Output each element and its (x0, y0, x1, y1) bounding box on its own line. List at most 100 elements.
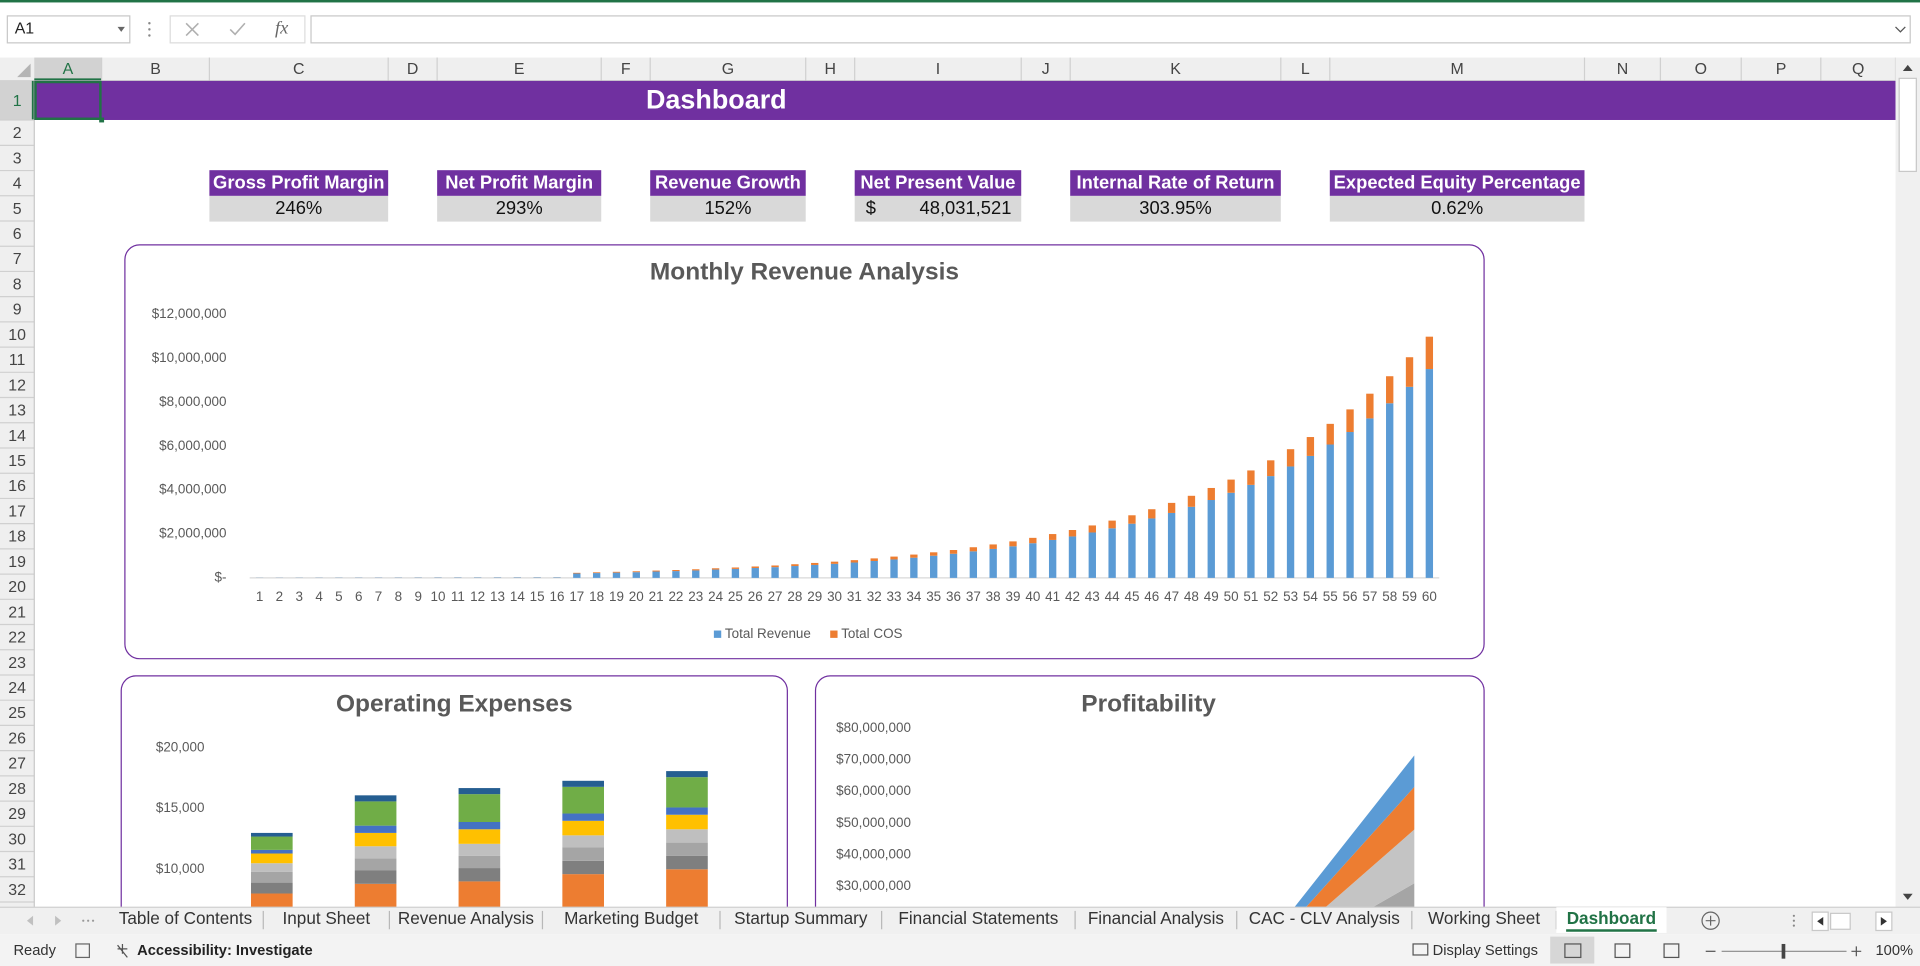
row-header[interactable]: 6 (13, 226, 22, 243)
status-bar (0, 934, 1920, 966)
row-header[interactable]: 8 (13, 276, 22, 293)
active-tab[interactable] (1556, 907, 1667, 933)
enter-button[interactable] (229, 22, 246, 36)
row-header[interactable]: 29 (8, 806, 26, 823)
tab-scroll-right[interactable] (55, 915, 62, 926)
row-header[interactable]: 27 (8, 756, 26, 773)
row-header[interactable]: 10 (8, 327, 26, 344)
row-header[interactable]: 32 (8, 882, 26, 899)
sheet-tab[interactable]: Table of Contents (119, 908, 252, 928)
row-header[interactable]: 26 (8, 730, 26, 747)
row-header[interactable]: 19 (8, 554, 26, 571)
column-header[interactable]: A (63, 61, 74, 78)
select-all-corner[interactable] (17, 63, 31, 78)
column-header[interactable]: Q (1852, 61, 1864, 78)
row-header[interactable]: 16 (8, 478, 26, 495)
row-header[interactable]: 31 (8, 857, 26, 874)
row-header[interactable]: 14 (8, 428, 26, 445)
column-header[interactable]: O (1695, 61, 1707, 78)
scroll-up[interactable] (1902, 64, 1913, 72)
column-header[interactable]: P (1776, 61, 1787, 78)
row-header[interactable]: 22 (8, 630, 26, 647)
x-tick-label: 49 (1204, 589, 1219, 604)
sheet-tab[interactable]: Revenue Analysis (398, 908, 534, 928)
column-header[interactable]: F (621, 61, 631, 78)
column-header[interactable]: J (1042, 61, 1050, 78)
kpi-header (1329, 170, 1585, 196)
column-header[interactable]: M (1451, 61, 1464, 78)
row-header[interactable]: 5 (13, 201, 22, 218)
column-header[interactable]: H (824, 61, 836, 78)
row-header[interactable]: 13 (8, 403, 26, 420)
formula-expand[interactable] (1895, 26, 1906, 33)
column-header[interactable]: K (1170, 61, 1181, 78)
sheet-tab[interactable]: Marketing Budget (564, 908, 698, 928)
bar-segment (930, 552, 938, 556)
column-header[interactable]: L (1301, 61, 1310, 78)
chart-frame[interactable] (124, 244, 1485, 660)
row-header[interactable]: 7 (13, 251, 22, 268)
sheet-tab[interactable]: Financial Statements (898, 908, 1058, 928)
bar-segment (666, 777, 708, 808)
column-header[interactable]: D (407, 61, 419, 78)
column-header[interactable]: G (722, 61, 734, 78)
row-header[interactable]: 25 (8, 705, 26, 722)
row-header[interactable]: 21 (8, 604, 26, 621)
row-header[interactable]: 9 (13, 302, 22, 319)
name-box[interactable] (6, 15, 131, 44)
column-header[interactable]: N (1617, 61, 1629, 78)
sheet-tab[interactable]: Dashboard (1567, 908, 1656, 928)
zoom-thumb[interactable] (1781, 943, 1786, 959)
row-header[interactable]: 20 (8, 579, 26, 596)
scroll-down[interactable] (1902, 893, 1913, 900)
name-box-dropdown[interactable] (117, 26, 125, 32)
selected-cell[interactable] (34, 80, 102, 120)
sheet-tab[interactable]: Financial Analysis (1088, 908, 1224, 928)
row-header[interactable]: 24 (8, 680, 26, 697)
bar-segment (1386, 403, 1394, 578)
row-header[interactable]: 18 (8, 529, 26, 546)
scroll-thumb[interactable] (1898, 77, 1917, 173)
hscroll-thumb[interactable] (1830, 912, 1851, 930)
row-header[interactable]: 30 (8, 831, 26, 848)
row-header[interactable]: 11 (9, 352, 26, 369)
kpi-label: Net Profit Margin (445, 171, 593, 192)
sheet-tab[interactable]: Input Sheet (283, 908, 371, 928)
insert-function-button[interactable]: fx (275, 18, 289, 38)
row-header[interactable]: 12 (8, 377, 26, 394)
sheet-tab[interactable]: Startup Summary (734, 908, 868, 928)
page-break-button[interactable] (1663, 943, 1680, 959)
row-header[interactable]: 23 (8, 655, 26, 672)
row-header[interactable]: 3 (13, 150, 22, 167)
row-header[interactable]: 15 (8, 453, 26, 470)
row-header[interactable]: 28 (8, 781, 26, 798)
column-header[interactable]: C (293, 61, 305, 78)
bar-segment (910, 557, 918, 578)
zoom-level[interactable]: 100% (1875, 943, 1913, 959)
column-header[interactable]: I (936, 61, 940, 78)
chart-frame[interactable] (814, 675, 1485, 966)
display-settings[interactable]: Display Settings (1433, 943, 1538, 959)
accessibility-status[interactable]: Accessibility: Investigate (137, 943, 313, 959)
row-header[interactable]: 4 (13, 176, 22, 193)
row-header[interactable]: 17 (8, 503, 26, 520)
bar-segment (1148, 509, 1156, 519)
tab-scroll-left[interactable] (26, 915, 34, 926)
normal-view-button[interactable] (1564, 943, 1582, 959)
page-layout-button[interactable] (1614, 943, 1631, 959)
cancel-button[interactable] (185, 22, 199, 37)
add-sheet-button[interactable] (1701, 911, 1720, 930)
formula-input[interactable] (310, 15, 1911, 44)
legend-label[interactable]: Total Revenue (725, 626, 811, 641)
formula-bar-grip (148, 34, 151, 37)
sheet-tab[interactable]: CAC - CLV Analysis (1249, 908, 1400, 928)
row-header[interactable]: 1 (13, 93, 22, 110)
column-header[interactable]: E (514, 61, 525, 78)
zoom-in[interactable] (1851, 946, 1862, 957)
sheet-tab[interactable]: Working Sheet (1428, 908, 1540, 928)
dashboard-title: Dashboard (646, 85, 787, 115)
column-header[interactable]: B (150, 61, 161, 78)
row-header[interactable]: 2 (13, 125, 22, 142)
formula-bar-grip (148, 28, 151, 31)
legend-label[interactable]: Total COS (841, 626, 902, 641)
